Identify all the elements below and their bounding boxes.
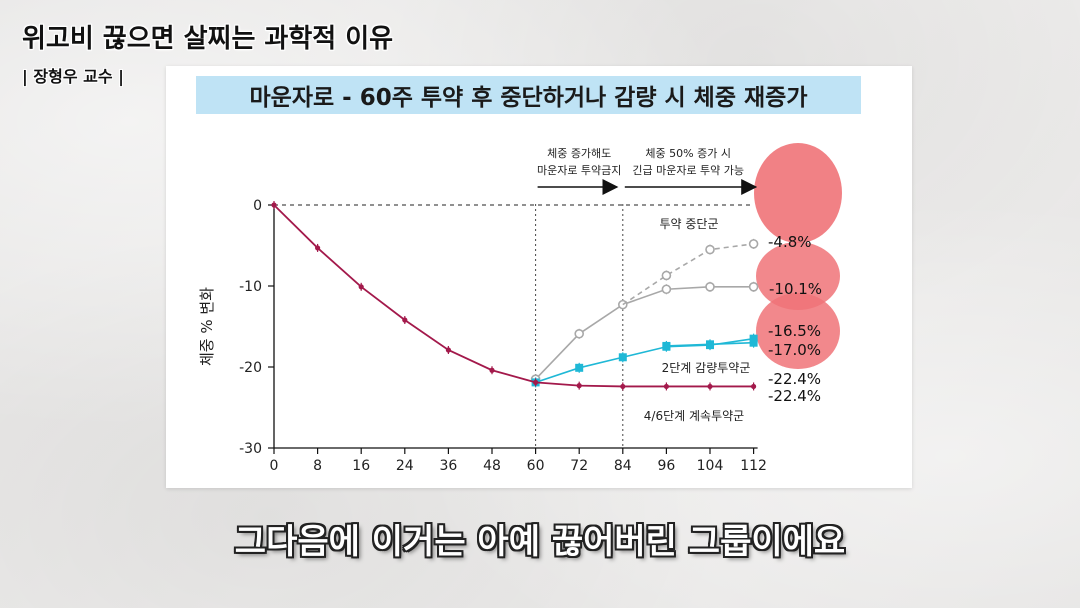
chart-card: 마운자로 - 60주 투약 후 중단하거나 감량 시 체중 재증가 0 -10 -2… [166,66,912,488]
highlight-blob-1 [754,143,842,243]
y-tick-label: -10 [239,279,262,295]
data-point [663,383,669,390]
data-point [533,379,539,385]
series-label-discontinued: 투약 중단군 [659,216,718,231]
series-label-continued: 4/6단계 계속투약군 [644,408,744,423]
data-point [661,270,672,281]
x-tick-label: 0 [270,458,279,474]
y-tick-label: -30 [239,441,262,457]
series-line [273,204,754,388]
data-point [358,284,364,290]
value-annotation: -22.4% [768,387,821,405]
video-headline: 위고비 끊으면 살찌는 과학적 이유 [22,24,394,54]
x-tick-label: 24 [396,458,414,474]
phase-annotation-line: 긴급 마운자로 투약 가능 [632,163,744,177]
data-point [445,347,451,353]
speaker-caption: | 장형우 교수 | [22,67,124,86]
phase-annotation-line: 체중 증가해도 [547,146,611,160]
value-annotation: -16.5% [768,322,821,340]
data-point [575,363,584,372]
x-tick-label: 84 [614,458,632,474]
y-axis-label: 체중 % 변화 [198,287,216,366]
highlight-blob-3 [756,293,840,369]
data-point [618,353,627,362]
x-tick-label: 36 [439,458,457,474]
y-tick-label: -20 [239,360,262,376]
data-point [749,338,758,347]
x-tick-label: 60 [527,458,545,474]
data-point [705,244,715,255]
data-point [662,341,671,350]
data-point [706,340,714,349]
x-tick-label: 8 [313,458,322,474]
data-point [574,328,585,339]
data-point [661,284,672,295]
x-tick-label: 112 [740,458,767,474]
x-tick-label: 16 [352,458,370,474]
phase-annotation-line: 체중 50% 증가 시 [645,147,731,160]
value-annotation: -22.4% [768,370,821,388]
data-point [748,239,759,249]
phase-annotation-line: 마운자로 투약금지 [537,163,621,177]
x-tick-label: 104 [697,458,724,474]
value-annotation: -4.8% [768,233,812,251]
series-label-reduced: 2단계 감량투약군 [662,360,751,375]
value-annotation: -10.1% [769,280,822,298]
value-annotation: -17.0% [768,341,821,359]
x-tick-label: 48 [483,458,501,474]
data-point [748,282,759,292]
data-point [576,383,582,389]
data-point [620,383,626,390]
data-point [707,383,713,390]
y-tick-label: 0 [253,198,262,214]
data-point [402,317,408,323]
x-tick-label: 96 [657,458,675,474]
data-point [271,202,277,208]
data-point [751,383,757,390]
data-point [489,367,495,373]
series-line [535,286,754,380]
series-line [622,243,754,306]
highlight-blob-2 [756,242,840,310]
x-tick-label: 72 [570,458,588,474]
data-point [315,245,321,251]
chart-title: 마운자로 - 60주 투약 후 중단하거나 감량 시 체중 재증가 [196,76,861,114]
video-subtitle: 그다음에 이거는 아예 끊어버린 그룹이에요 [234,522,846,562]
data-point [705,282,715,292]
weight-change-chart: 0 -10 -20 -30 0 8 16 24 36 48 60 72 84 96 104 112 체중 % 변… [198,143,842,474]
